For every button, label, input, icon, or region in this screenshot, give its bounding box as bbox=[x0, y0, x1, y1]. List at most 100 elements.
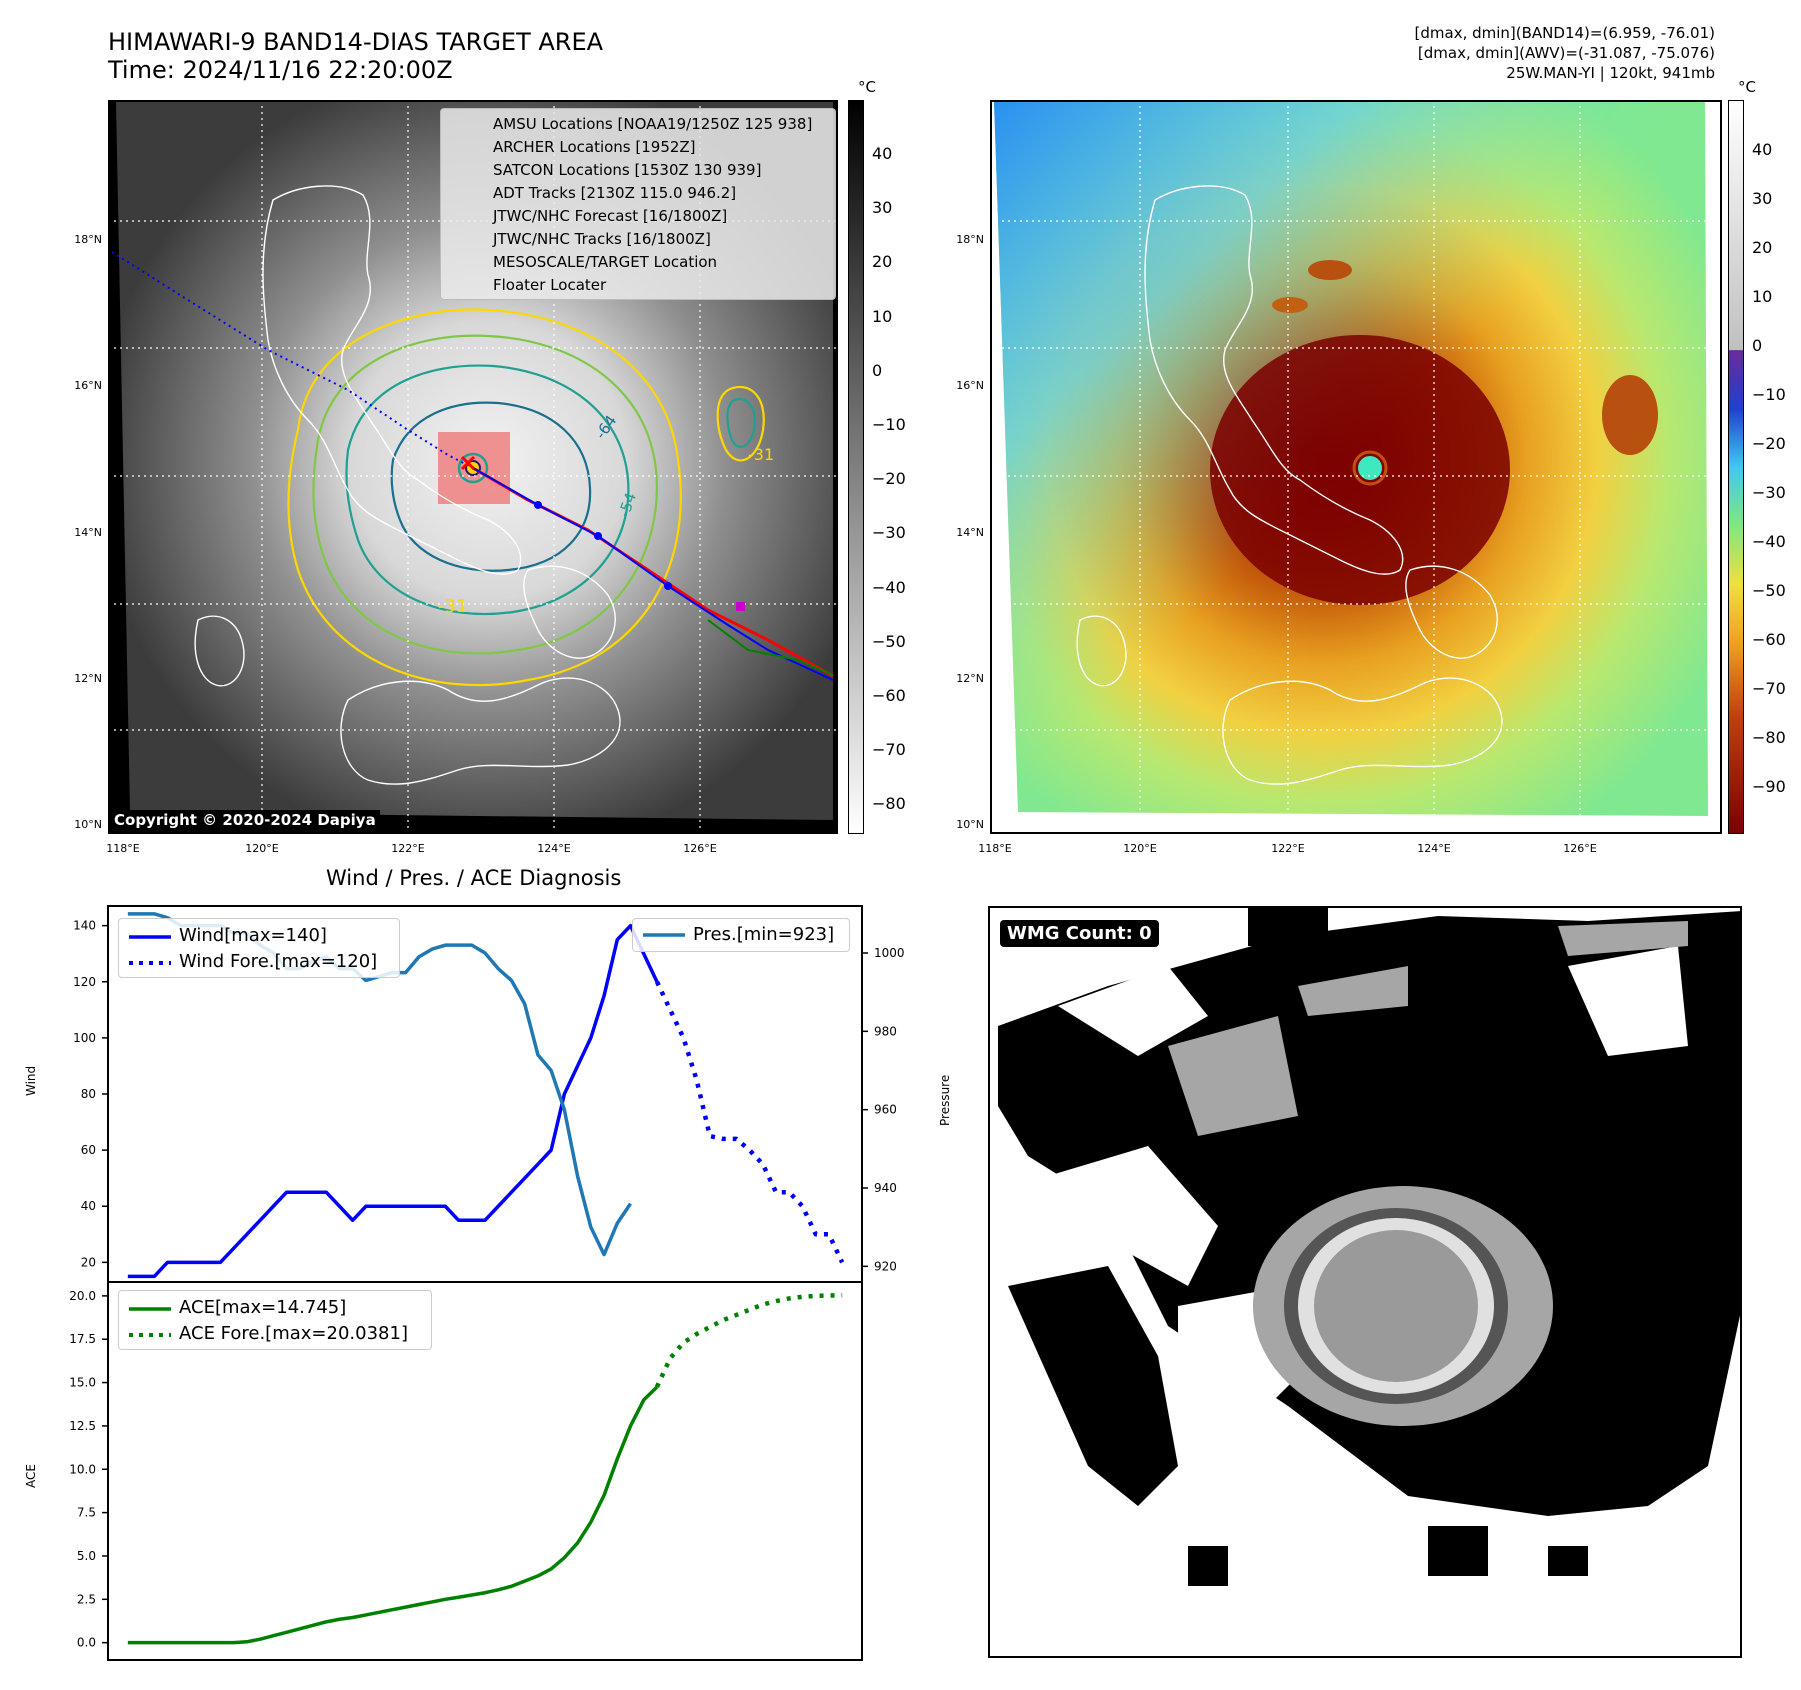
longitude-label: 126°E bbox=[1563, 842, 1597, 855]
ace-fore-legend-label: ACE Fore.[max=20.0381] bbox=[179, 1323, 408, 1344]
ace-legend-label: ACE[max=14.745] bbox=[179, 1297, 347, 1318]
colorbar-tick-label: −70 bbox=[1752, 679, 1786, 698]
colorbar-tick-label: 0 bbox=[872, 360, 883, 380]
colorbar-tick-label: 0 bbox=[1752, 336, 1763, 355]
latitude-label: 16°N bbox=[956, 379, 984, 392]
contour-label: -31 bbox=[438, 596, 467, 617]
band14-map-frame bbox=[108, 100, 838, 834]
colorbar-tick-label: 20 bbox=[1752, 238, 1773, 257]
wind-ytick-label: 80 bbox=[81, 1087, 96, 1101]
pressure-ytick-label: 920 bbox=[874, 1259, 897, 1273]
wmg-black-block bbox=[1428, 1526, 1488, 1576]
copyright-label: Copyright © 2020-2024 Dapiya bbox=[110, 810, 380, 830]
wind-series-line bbox=[127, 923, 659, 1279]
pressure-ytick-label: 1000 bbox=[874, 946, 905, 960]
ace-legend: ACE[max=14.745] ACE Fore.[max=20.0381] bbox=[118, 1290, 432, 1350]
colorbar-tick-label: −40 bbox=[1752, 532, 1786, 551]
track-dot bbox=[664, 582, 672, 590]
ace-ytick-label: 17.5 bbox=[69, 1332, 96, 1346]
colorbar-tick-label: −90 bbox=[1752, 777, 1786, 796]
colorbar-tick-label: 30 bbox=[1752, 189, 1773, 208]
colorbar-tick-label: −30 bbox=[872, 523, 906, 543]
latitude-label: 18°N bbox=[74, 233, 102, 246]
pressure-ytick-label: 980 bbox=[874, 1024, 897, 1038]
coastline-mindoro bbox=[1076, 615, 1127, 687]
latitude-label: 18°N bbox=[956, 233, 984, 246]
ace-series-line bbox=[127, 1385, 659, 1645]
figure-title-line1: HIMAWARI-9 BAND14-DIAS TARGET AREA bbox=[108, 28, 604, 56]
diagnosis-title: Wind / Pres. / ACE Diagnosis bbox=[326, 866, 622, 890]
ace-ytick-label: 10.0 bbox=[69, 1462, 96, 1476]
contour-teal bbox=[345, 364, 630, 616]
wind-axis-label: Wind bbox=[24, 1065, 38, 1096]
longitude-label: 124°E bbox=[1417, 842, 1451, 855]
legend-label: SATCON Locations [1530Z 130 939] bbox=[493, 161, 762, 179]
wmg-gray-band bbox=[1558, 921, 1688, 956]
amsu-marker bbox=[736, 602, 745, 611]
track-dot bbox=[534, 501, 542, 509]
latitude-label: 14°N bbox=[74, 526, 102, 539]
track-legend: AMSU Locations [NOAA19/1250Z 125 938] ARC… bbox=[440, 108, 836, 300]
colorbar-tick-label: −40 bbox=[872, 577, 906, 597]
longitude-label: 126°E bbox=[683, 842, 717, 855]
pressure-ytick-label: 940 bbox=[874, 1181, 897, 1195]
coastline-visayas bbox=[340, 677, 621, 785]
storm-id-readout: 25W.MAN-YI | 120kt, 941mb bbox=[1506, 64, 1715, 82]
colorbar-tick-label: 10 bbox=[872, 306, 893, 326]
right-colorbar bbox=[1728, 100, 1744, 834]
wind-legend: Wind[max=140] Wind Fore.[max=120] bbox=[118, 918, 400, 978]
adt-track bbox=[707, 619, 834, 676]
pressure-ytick-label: 960 bbox=[874, 1103, 897, 1117]
ace-forecast-line bbox=[654, 1292, 843, 1388]
wmg-black-block bbox=[1248, 906, 1328, 946]
colorbar-tick-label: −20 bbox=[1752, 434, 1786, 453]
wind-ytick-label: 120 bbox=[73, 975, 96, 989]
longitude-label: 124°E bbox=[537, 842, 571, 855]
colorbar-tick-label: −50 bbox=[1752, 581, 1786, 600]
coastline-luzon bbox=[262, 185, 522, 575]
left-colorbar-unit: °C bbox=[858, 78, 876, 96]
awv-cell bbox=[1272, 297, 1308, 313]
colorbar-tick-label: 40 bbox=[872, 144, 893, 163]
colorbar-tick-label: −20 bbox=[872, 469, 906, 489]
ace-ytick-label: 7.5 bbox=[77, 1506, 96, 1520]
longitude-label: 120°E bbox=[1123, 842, 1157, 855]
longitude-label: 118°E bbox=[978, 842, 1012, 855]
wind-ytick-label: 20 bbox=[81, 1255, 96, 1269]
dmax-band14-readout: [dmax, dmin](BAND14)=(6.959, -76.01) bbox=[1414, 24, 1715, 42]
coastline-samar bbox=[523, 565, 616, 659]
wmg-white-gap bbox=[1568, 946, 1688, 1056]
wmg-gray-band bbox=[1298, 966, 1408, 1016]
contour-cyan-small2 bbox=[726, 397, 756, 448]
colorbar-tick-label: −70 bbox=[872, 740, 906, 760]
ace-ytick-label: 5.0 bbox=[77, 1549, 96, 1563]
awv-eye-ring bbox=[1352, 450, 1388, 486]
wmg-count-badge: WMG Count: 0 bbox=[1000, 920, 1159, 947]
awv-map-frame bbox=[990, 100, 1722, 834]
ace-axis-label: ACE bbox=[24, 1464, 38, 1488]
contour-dark-teal bbox=[390, 401, 592, 572]
latitude-label: 16°N bbox=[74, 379, 102, 392]
ace-ytick-label: 20.0 bbox=[69, 1289, 96, 1303]
ace-plot-frame bbox=[107, 1281, 863, 1661]
dmax-awv-readout: [dmax, dmin](AWV)=(-31.087, -75.076) bbox=[1417, 44, 1715, 62]
legend-label: JTWC/NHC Forecast [16/1800Z] bbox=[493, 207, 728, 225]
eye-ring-outer bbox=[457, 452, 489, 484]
colorbar-tick-label: −10 bbox=[1752, 385, 1786, 404]
colorbar-tick-label: −80 bbox=[1752, 728, 1786, 747]
colorbar-tick-label: −30 bbox=[1752, 483, 1786, 502]
colorbar-tick-label: −60 bbox=[872, 686, 906, 705]
legend-label: ARCHER Locations [1952Z] bbox=[493, 138, 696, 156]
ace-ytick-label: 0.0 bbox=[77, 1636, 96, 1650]
right-colorbar-unit: °C bbox=[1738, 78, 1756, 96]
legend-label: Floater Locater bbox=[493, 276, 607, 294]
legend-label: AMSU Locations [NOAA19/1250Z 125 938] bbox=[493, 115, 813, 133]
latitude-label: 10°N bbox=[74, 818, 102, 831]
wmg-frame bbox=[988, 906, 1742, 1658]
colorbar-tick-label: 40 bbox=[1752, 140, 1773, 159]
colorbar-tick-label: 30 bbox=[872, 198, 893, 218]
latitude-label: 12°N bbox=[956, 672, 984, 685]
longitude-label: 120°E bbox=[245, 842, 279, 855]
colorbar-tick-label: 10 bbox=[1752, 287, 1773, 306]
wind-legend-label: Wind[max=140] bbox=[179, 925, 327, 946]
